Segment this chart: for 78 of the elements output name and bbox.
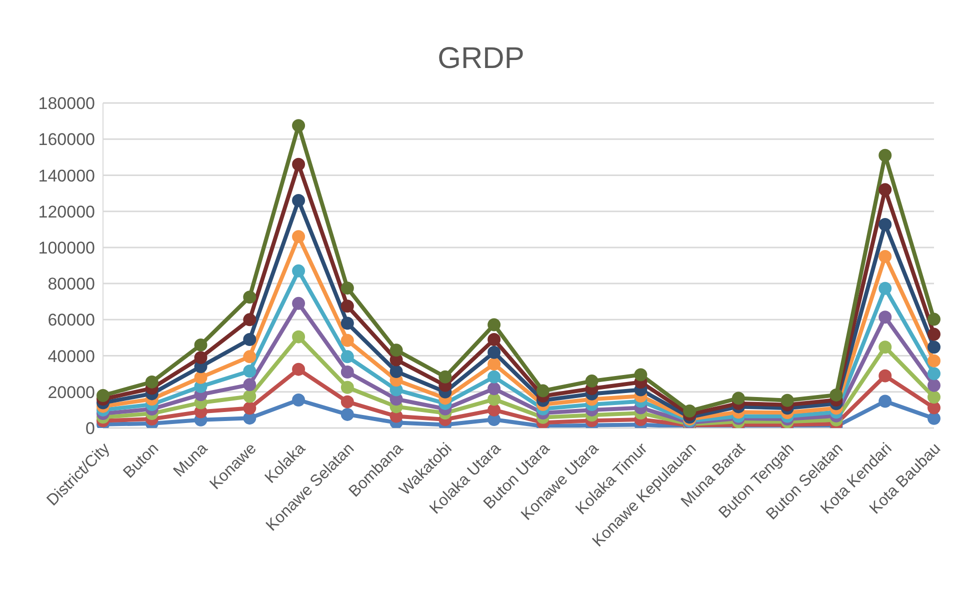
- point: [292, 230, 306, 244]
- point: [340, 408, 354, 421]
- point: [878, 369, 892, 382]
- point: [145, 375, 158, 388]
- point: [488, 346, 501, 359]
- point: [732, 392, 745, 405]
- point: [243, 313, 256, 326]
- point: [928, 378, 940, 392]
- point: [928, 412, 940, 425]
- y-tick-label: 80000: [48, 274, 95, 294]
- point: [536, 384, 550, 398]
- point: [878, 250, 892, 263]
- point: [878, 148, 892, 162]
- point: [194, 370, 208, 384]
- y-tick-label: 120000: [38, 202, 95, 222]
- point: [292, 158, 306, 171]
- y-tick-label: 100000: [38, 238, 95, 258]
- point: [488, 333, 501, 346]
- y-tick-label: 140000: [38, 166, 95, 186]
- point: [488, 318, 501, 332]
- point: [488, 358, 501, 371]
- point: [390, 364, 403, 378]
- point: [928, 367, 940, 380]
- point: [340, 350, 354, 364]
- point: [96, 389, 110, 402]
- point: [488, 392, 501, 406]
- point: [243, 390, 256, 403]
- point: [292, 330, 306, 344]
- point: [390, 344, 403, 357]
- point: [340, 395, 354, 408]
- point: [292, 394, 306, 407]
- point: [194, 338, 208, 352]
- point: [292, 264, 306, 278]
- point: [878, 282, 892, 295]
- y-tick-label: 20000: [48, 382, 95, 402]
- point: [488, 382, 501, 396]
- point: [683, 404, 696, 418]
- point: [194, 351, 208, 364]
- point: [340, 334, 354, 347]
- point: [292, 296, 306, 310]
- point: [830, 388, 843, 402]
- point: [634, 368, 648, 382]
- point: [928, 328, 940, 341]
- point: [878, 218, 892, 232]
- point: [243, 350, 256, 364]
- y-tick-label: 180000: [38, 94, 95, 114]
- point: [878, 340, 892, 354]
- point: [928, 401, 940, 414]
- point: [928, 390, 940, 404]
- point: [878, 183, 892, 196]
- y-tick-label: 60000: [48, 310, 95, 330]
- point: [878, 310, 892, 324]
- point: [340, 366, 354, 379]
- y-tick-label: 0: [86, 419, 95, 438]
- point: [292, 362, 306, 376]
- point: [340, 300, 354, 313]
- point: [585, 374, 598, 388]
- point: [340, 282, 354, 295]
- point: [292, 119, 306, 132]
- point: [243, 378, 256, 392]
- point: [340, 316, 354, 330]
- point: [878, 394, 892, 408]
- point: [243, 364, 256, 378]
- point: [780, 394, 794, 407]
- point: [340, 380, 354, 394]
- point: [243, 333, 256, 346]
- point: [928, 312, 940, 326]
- point: [488, 370, 501, 384]
- point: [292, 194, 306, 207]
- point: [243, 290, 256, 304]
- y-tick-label: 40000: [48, 346, 95, 366]
- point: [488, 403, 501, 416]
- point: [928, 340, 940, 354]
- chart-title: GRDP: [436, 42, 526, 76]
- point: [243, 402, 256, 415]
- point: [438, 370, 452, 384]
- y-tick-label: 160000: [38, 130, 95, 150]
- point: [928, 354, 940, 368]
